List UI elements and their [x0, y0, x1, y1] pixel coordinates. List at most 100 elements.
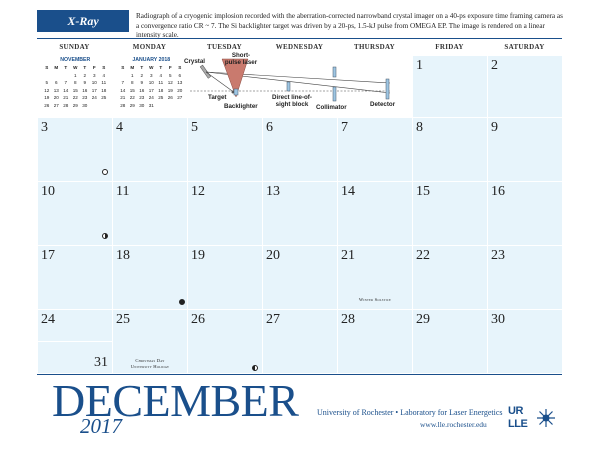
day-number: 21 — [341, 248, 355, 263]
day-cell-blank — [37, 56, 112, 117]
mini-calendar-title: NOVEMBER — [60, 57, 91, 63]
mini-day: 12 — [44, 87, 50, 93]
day-number: 3 — [41, 120, 48, 135]
last-quarter-moon-icon — [102, 233, 108, 239]
logo-lle-text: LLE — [508, 418, 528, 430]
mini-day: 24 — [148, 95, 154, 101]
mini-day: 27 — [53, 102, 59, 108]
day-cell-27: 27 — [262, 310, 337, 373]
mini-day: 20 — [177, 87, 183, 93]
mini-day: 9 — [140, 80, 144, 86]
mini-head: W — [73, 65, 78, 71]
mini-day: 13 — [53, 87, 59, 93]
day-cell-14: 14 — [337, 182, 412, 245]
diagram-svg — [190, 58, 391, 102]
header-divider — [37, 38, 562, 39]
mini-day: 5 — [168, 72, 172, 78]
mini-head: W — [149, 65, 154, 71]
day-number: 18 — [116, 248, 130, 263]
mini-day: 7 — [64, 80, 68, 86]
label-detector: Detector — [370, 101, 396, 108]
mini-day: 29 — [72, 102, 78, 108]
crystal-shape — [199, 64, 212, 79]
calendar-week-2: 3 4 5 6 7 8 9 — [37, 117, 562, 181]
mini-day — [175, 102, 185, 110]
collimator-upper-shape — [332, 66, 337, 78]
day-number: 12 — [191, 184, 205, 199]
day-number-31: 31 — [94, 355, 108, 370]
weekday-sunday: SUNDAY — [59, 43, 90, 51]
day-cell-4: 4 — [112, 118, 187, 181]
detector-shape — [385, 78, 390, 100]
mini-day: 30 — [139, 102, 145, 108]
mini-day: 17 — [91, 87, 97, 93]
mini-day: 25 — [101, 95, 107, 101]
direct-block-shape — [286, 81, 291, 92]
day-cell-21: 21 Winter Solstice — [337, 246, 412, 309]
day-number: 8 — [416, 120, 423, 135]
mini-day: 23 — [139, 95, 145, 101]
day-cell-28: 28 — [337, 310, 412, 373]
mini-day: 11 — [101, 80, 107, 86]
calendar-week-1: 1 2 — [37, 55, 562, 117]
mini-head: S — [178, 65, 182, 71]
mini-day: 19 — [44, 95, 50, 101]
day-cell-24-31: 24 31 — [37, 310, 112, 373]
mini-day: 15 — [129, 87, 135, 93]
organization-name: University of Rochester • Laboratory for… — [317, 408, 503, 417]
mini-day: 22 — [129, 95, 135, 101]
logo-ur-text: UR — [508, 405, 523, 417]
day-cell-17: 17 — [37, 246, 112, 309]
mini-day: 14 — [120, 87, 126, 93]
day-number: 28 — [341, 312, 355, 327]
mini-day: 21 — [120, 95, 126, 101]
mini-day: 21 — [63, 95, 69, 101]
mini-day: 17 — [148, 87, 154, 93]
mini-day: 24 — [91, 95, 97, 101]
weekday-saturday: SATURDAY — [504, 43, 545, 51]
day-cell-18: 18 — [112, 246, 187, 309]
day-number: 13 — [266, 184, 280, 199]
label-direct-block: Direct line-of-sight block — [272, 94, 312, 108]
mini-day — [118, 72, 128, 80]
mini-day: 10 — [148, 80, 154, 86]
day-number: 30 — [491, 312, 505, 327]
mini-day: 23 — [82, 95, 88, 101]
day-cell-blank — [337, 56, 412, 117]
weekday-monday: MONDAY — [132, 43, 167, 51]
day-cell-10: 10 — [37, 182, 112, 245]
day-cell-blank — [112, 56, 187, 117]
mini-head: S — [45, 65, 49, 71]
mini-day: 28 — [120, 102, 126, 108]
mini-day: 1 — [73, 72, 77, 78]
day-cell-16: 16 — [487, 182, 562, 245]
backlighter-shape — [233, 88, 239, 96]
day-cell-7: 7 — [337, 118, 412, 181]
day-number: 14 — [341, 184, 355, 199]
mini-day: 16 — [82, 87, 88, 93]
mini-day: 27 — [177, 95, 183, 101]
label-target: Target — [208, 94, 227, 101]
mini-head: T — [140, 65, 144, 71]
label-crystal: Crystal — [184, 58, 205, 65]
day-number: 29 — [416, 312, 430, 327]
day-number: 19 — [191, 248, 205, 263]
mini-day — [156, 102, 166, 110]
day-cell-12: 12 — [187, 182, 262, 245]
day-number: 15 — [416, 184, 430, 199]
weekday-header: SUNDAY MONDAY TUESDAY WEDNESDAY THURSDAY… — [37, 43, 562, 55]
new-moon-icon — [179, 299, 185, 305]
day-cell-1: 1 — [412, 56, 487, 117]
day-cell-22: 22 — [412, 246, 487, 309]
year-label: 2017 — [80, 414, 122, 438]
mini-day: 31 — [148, 102, 154, 108]
weekday-tuesday: TUESDAY — [207, 43, 242, 51]
day-cell-13: 13 — [262, 182, 337, 245]
mini-day: 12 — [167, 80, 173, 86]
day-number: 11 — [116, 184, 130, 199]
mini-day: 16 — [139, 87, 145, 93]
mini-day: 14 — [63, 87, 69, 93]
mini-day: 8 — [73, 80, 77, 86]
day-number: 1 — [416, 58, 423, 73]
